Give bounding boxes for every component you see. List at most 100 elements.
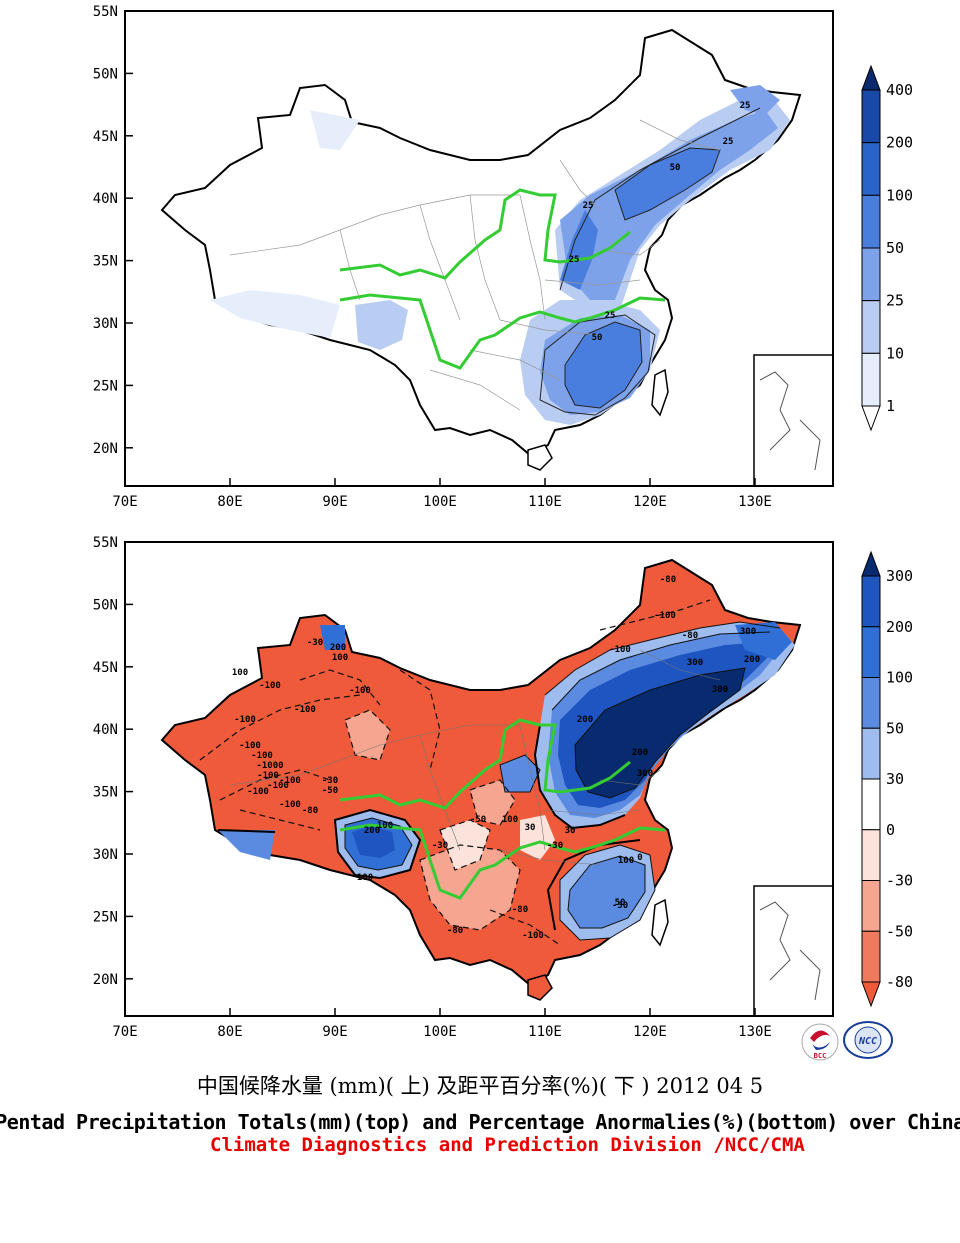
contour-label: -100 [279, 776, 301, 786]
contour-label: -100 [279, 800, 301, 810]
colorbar-label: 30 [886, 770, 904, 788]
lon-tick-label: 100E [423, 494, 457, 510]
negative-contours [199, 599, 711, 946]
lat-tick-label: 55N [93, 535, 118, 551]
shade-neg-light-west [345, 710, 390, 760]
top-colorbar: 400 200 100 50 25 10 1 [861, 64, 913, 432]
contour-label: 300 [712, 685, 728, 695]
top-map-panel: 25 25 25 50 25 25 50 55N 50N 45N 40N 35N 30N 25N 20N 7… [93, 4, 913, 510]
contour-label: -50 [322, 786, 338, 796]
contour-label: 300 [687, 658, 703, 668]
contour-label: -100 [239, 741, 261, 751]
colorbar-label: -50 [886, 922, 913, 940]
colorbar-label: 50 [886, 719, 904, 737]
contour-label: 50 [670, 163, 681, 173]
zero-contours [217, 724, 641, 931]
lat-tick-label: 30N [93, 316, 118, 332]
shade-faint-west [210, 290, 340, 338]
lon-tick-label: 120E [633, 1024, 667, 1040]
colorbar-label: 10 [886, 344, 904, 362]
colorbar-label: 100 [886, 186, 913, 204]
shade-neg-light-center [470, 780, 515, 825]
contour-label: -100 [294, 705, 316, 715]
logos: BCC NCC [801, 1021, 893, 1061]
inset-coastline [759, 901, 821, 1001]
contour-label: -80 [512, 905, 528, 915]
colorbar-top-arrow [861, 64, 881, 91]
lat-tick-label: 25N [93, 909, 118, 925]
shade-light-tibet [355, 300, 408, 350]
colorbar-top-arrow [861, 550, 881, 577]
contour-label: -30 [432, 841, 448, 851]
contour-50-a [614, 147, 721, 221]
colorbar-bottom-arrow [861, 981, 881, 1008]
shade-pos-north-core [575, 668, 745, 798]
colorbar-label: 100 [886, 669, 913, 687]
shade-pos-southwest [218, 830, 275, 860]
contour-label: 25 [740, 101, 751, 111]
province-boundaries [229, 119, 721, 411]
contour-label: -80 [660, 575, 676, 585]
contour-label: 200 [364, 826, 380, 836]
contour-label: 100 [332, 653, 348, 663]
lat-tick-label: 25N [93, 378, 118, 394]
shade-pos-tibet-core [352, 826, 395, 858]
shade-pos-southeast-mid [568, 856, 645, 928]
caption-english: Pentad Precipitation Totals(mm)(top) and… [0, 1110, 960, 1134]
contour-label: 200 [632, 748, 648, 758]
lon-tick-label: 130E [738, 494, 772, 510]
contour-label: 200 [330, 643, 346, 653]
shade-neg-faint-south [520, 815, 555, 860]
caption-chinese: 中国候降水量 (mm)( 上) 及距平百分率(%)( 下 ) 2012 04 5 [196, 1074, 764, 1098]
contour-label: 30 [525, 823, 536, 833]
taiwan-island [651, 898, 669, 947]
shade-faint-north [310, 110, 360, 150]
contour-label: 300 [740, 627, 756, 637]
top-contour-labels: 25 25 25 50 25 25 50 [569, 101, 751, 343]
colorbar-swatch [861, 89, 881, 144]
shade-strong-northeast [615, 148, 720, 220]
contour-label: -80 [682, 631, 698, 641]
lon-tick-label: 80E [217, 1024, 242, 1040]
contour-label: 30 [565, 826, 576, 836]
south-china-sea-inset [753, 354, 833, 486]
shade-mid-north [560, 110, 778, 300]
lon-tick-label: 110E [528, 494, 562, 510]
contour-label: -30 [547, 841, 563, 851]
contour-50-b [564, 321, 643, 409]
lat-tick-label: 45N [93, 129, 118, 145]
bcc-logo-text: BCC [814, 1052, 827, 1060]
colorbar-label: 200 [886, 618, 913, 636]
contour-label: 100 [377, 821, 393, 831]
contour-label: -100 [257, 771, 279, 781]
colorbar-swatch [861, 626, 881, 678]
shade-strong-east [565, 322, 642, 408]
colorbar-swatch [861, 247, 881, 302]
contour-label: -30 [322, 776, 338, 786]
colorbar-label: 300 [886, 567, 913, 585]
lat-tick-label: 40N [93, 191, 118, 207]
lat-tick-label: 20N [93, 972, 118, 988]
contour-label: 100 [502, 815, 518, 825]
colorbar-swatch [861, 300, 881, 354]
province-boundaries [229, 649, 721, 866]
lat-tick-label: 30N [93, 847, 118, 863]
bottom-map-frame [124, 541, 834, 1017]
shade-pos-northwest [320, 625, 345, 650]
lat-tick-label: 35N [93, 254, 118, 270]
contour-label: 200 [577, 715, 593, 725]
yangtze-river [339, 823, 666, 900]
lon-tick-label: 100E [423, 1024, 457, 1040]
contour-label: -80 [447, 926, 463, 936]
contour-label: -100 [234, 715, 256, 725]
contour-label: -100 [609, 645, 631, 655]
lon-tick-label: 70E [112, 494, 137, 510]
colorbar-label: 1 [886, 397, 895, 415]
inset-coastline [759, 371, 821, 471]
lon-tick-label: 90E [322, 1024, 347, 1040]
lon-tick-label: 90E [322, 494, 347, 510]
south-china-sea-inset [753, 885, 833, 1016]
